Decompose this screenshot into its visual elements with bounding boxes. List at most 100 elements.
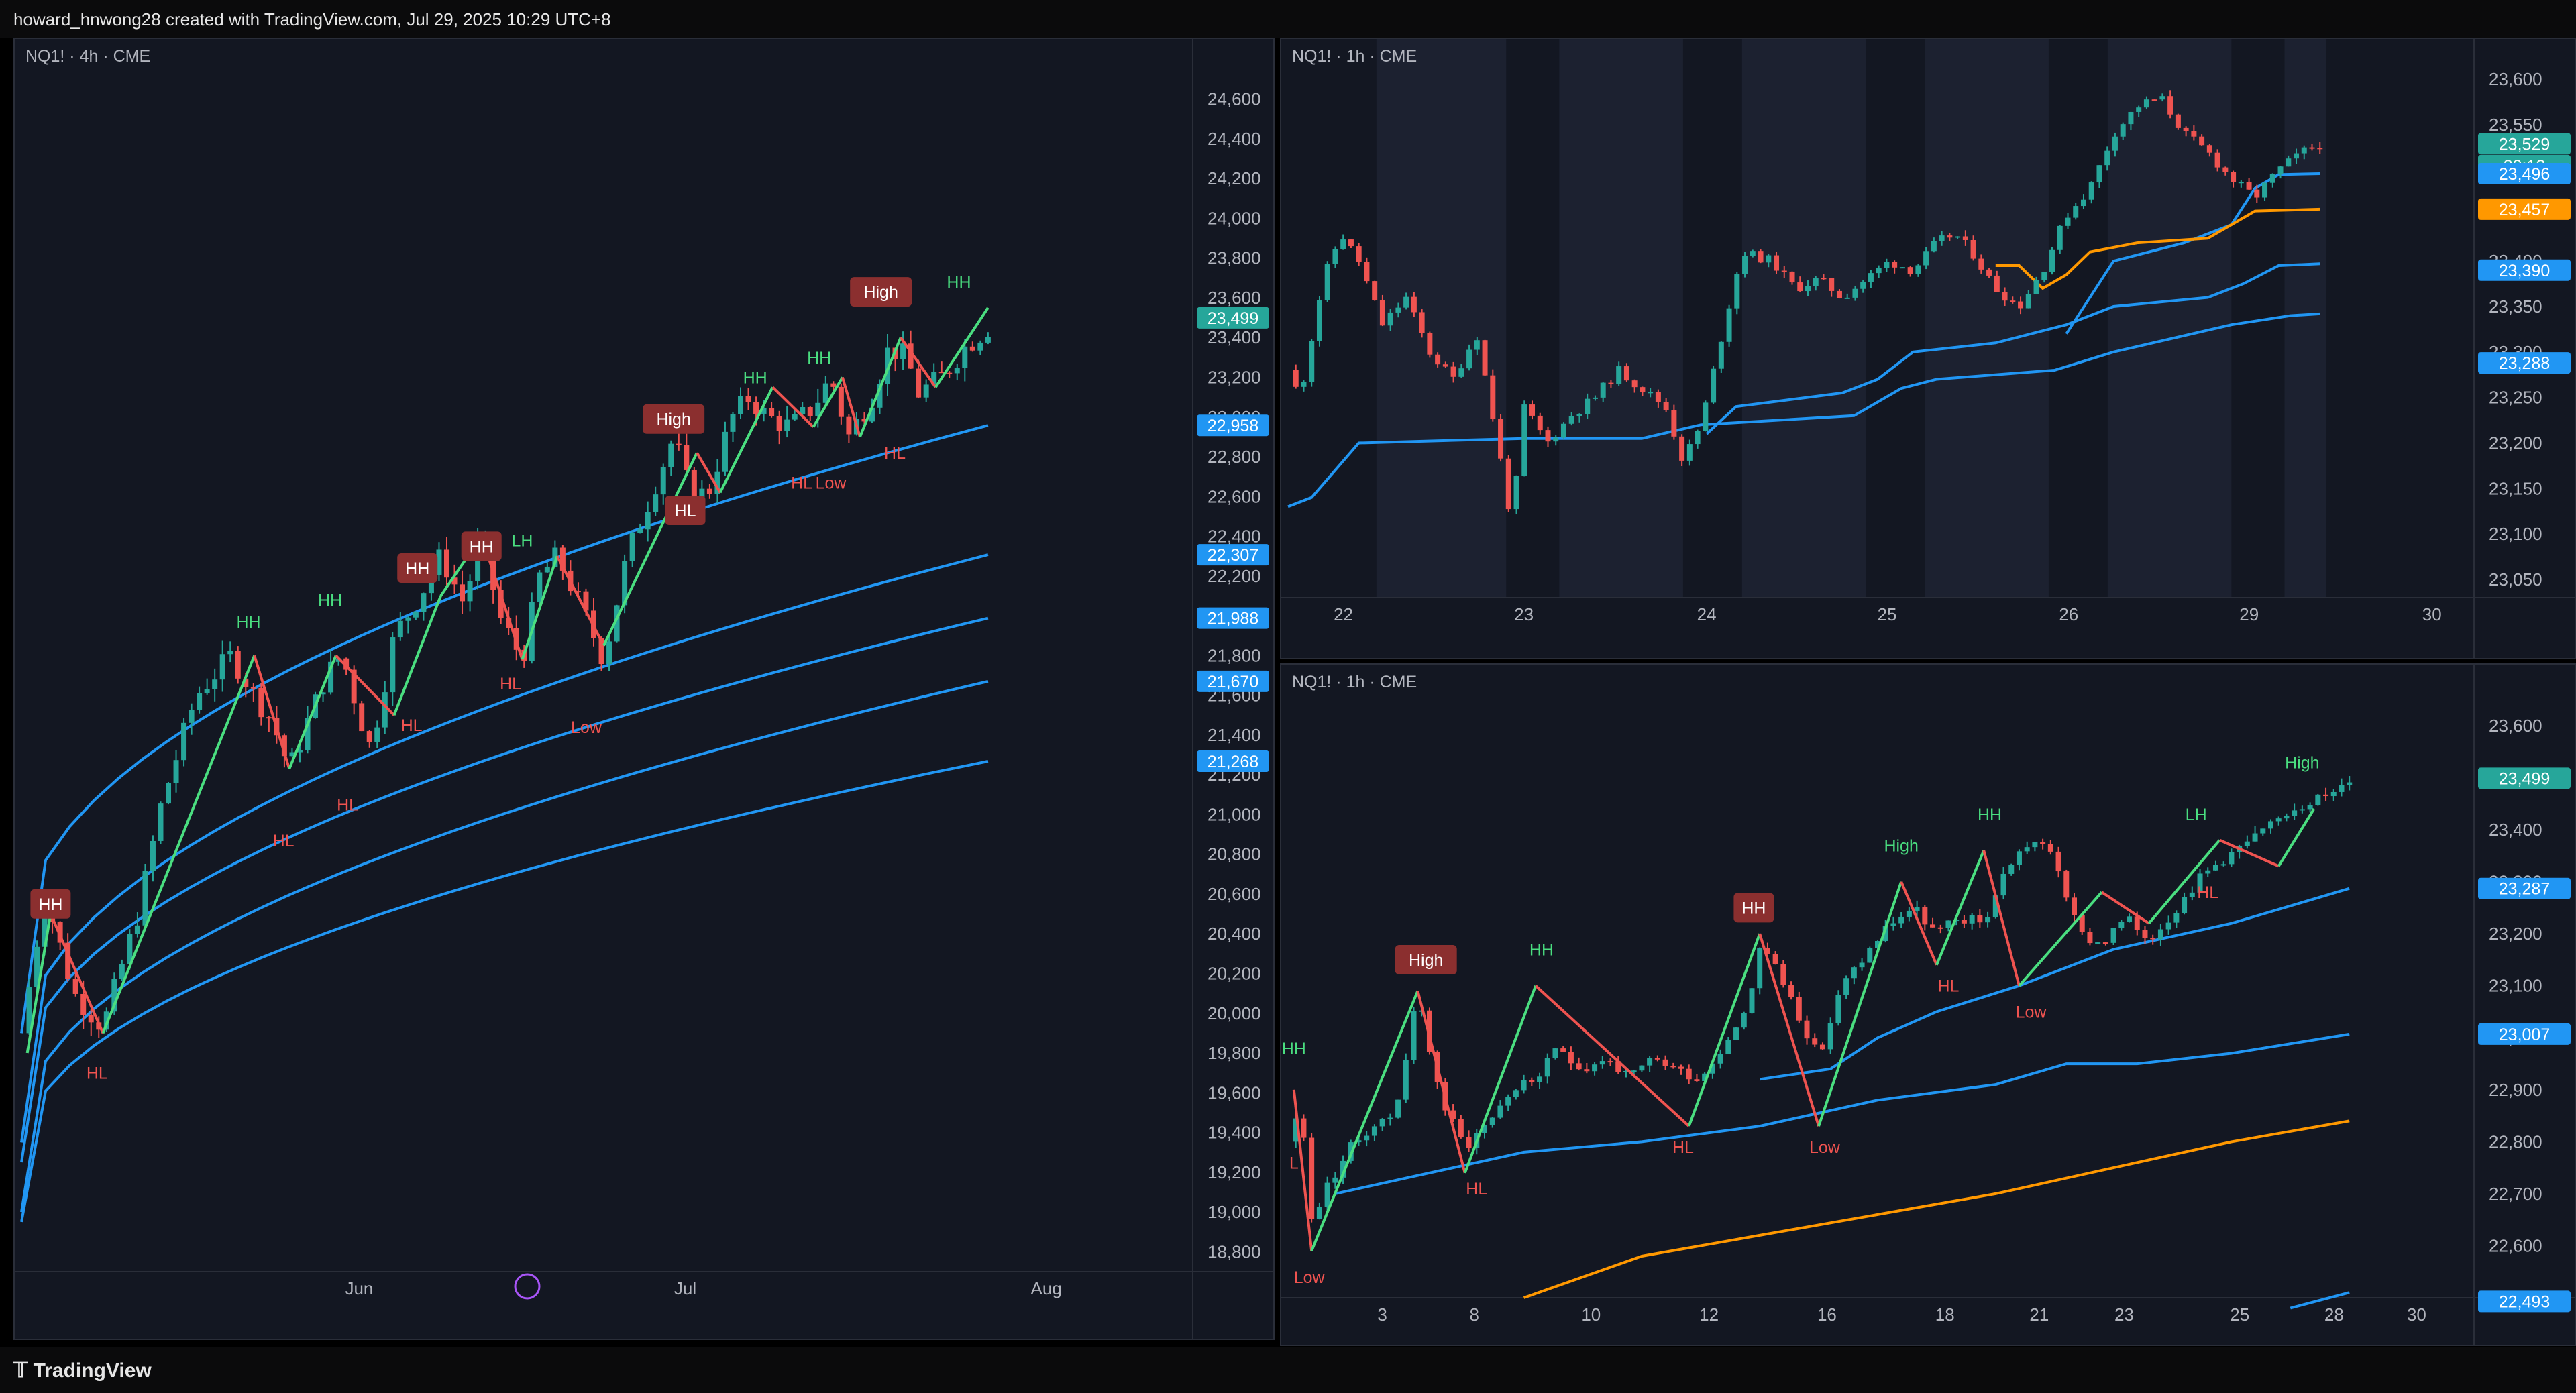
candle-body <box>490 539 496 590</box>
chart-1h-top-svg[interactable]: 23,60023,55023,40023,35023,30023,25023,2… <box>1281 39 2576 659</box>
candle-body <box>2222 167 2229 172</box>
candle-body <box>2165 922 2171 930</box>
candle-body <box>382 692 388 728</box>
zigzag-segment <box>1463 985 1538 1174</box>
candle-body <box>2033 280 2039 294</box>
zigzag-segment <box>1416 990 1466 1174</box>
candle-body <box>1884 262 1890 268</box>
candle-body <box>2010 300 2016 302</box>
chart-panel-1h-top[interactable]: 23,60023,55023,40023,35023,30023,25023,2… <box>1280 38 2576 659</box>
chart-panel-4h[interactable]: 24,600 24,400 24,200 24,000 23,800 23,600 23,4… <box>13 38 1275 1340</box>
candle-body <box>1521 1080 1527 1091</box>
candle-body <box>985 337 991 343</box>
candle-body <box>1356 1140 1362 1143</box>
price-tick-label: 23,400 <box>1208 327 1261 347</box>
pivot-badge-label: High <box>863 283 898 302</box>
candle-body <box>2073 206 2079 218</box>
candle-body <box>2262 182 2268 198</box>
candle-body <box>2136 107 2142 112</box>
candle-body <box>962 346 968 368</box>
candle-body <box>1474 340 1480 350</box>
candle-body <box>258 687 264 718</box>
candle-body <box>1332 249 1338 264</box>
candle-body <box>969 346 975 351</box>
candle-body <box>1703 402 1709 431</box>
price-tag-bg <box>1197 750 1269 773</box>
candle-body <box>1709 1063 1715 1074</box>
zigzag-segment <box>1687 933 1762 1127</box>
candle-body <box>2150 938 2156 940</box>
price-tag-label: 23,007 <box>2499 1025 2550 1044</box>
chart-title: NQ1! · 1h · CME <box>1292 47 1417 66</box>
chart-1h-bottom-svg[interactable]: 23,60023,50023,40023,30023,20023,10023,0… <box>1281 665 2576 1346</box>
candle-body <box>877 384 883 408</box>
candle-body <box>1466 1137 1472 1148</box>
candle-body <box>1741 1013 1747 1028</box>
moving-average-line <box>20 679 989 1213</box>
candle-body <box>1301 1118 1307 1138</box>
time-tick-label: 18 <box>1935 1304 1955 1325</box>
candle-body <box>1670 1066 1676 1068</box>
candle-body <box>1844 297 1850 299</box>
pivot-badge-bg <box>461 531 502 561</box>
candle-body <box>2323 794 2329 797</box>
pivot-label: HL <box>1672 1138 1694 1157</box>
price-tick-label: 22,600 <box>2489 1235 2542 1256</box>
candle-body <box>1654 1058 1660 1060</box>
price-tag-bg <box>1197 607 1269 629</box>
price-tick-label: 23,350 <box>2489 296 2542 317</box>
candle-body <box>1655 392 1661 402</box>
chart-4h-svg[interactable]: 24,60024,40024,20024,00023,80023,60023,4… <box>15 39 1275 1340</box>
pivot-label: HL <box>337 796 358 815</box>
price-tag-bg <box>2478 767 2571 789</box>
candle-body <box>575 591 581 593</box>
price-tag-bg <box>1197 414 1269 437</box>
zigzag-segment <box>1534 985 1690 1127</box>
pivot-badge: HH <box>461 531 502 561</box>
candle-body <box>1717 1054 1723 1064</box>
candle-body <box>460 584 466 602</box>
candle-body <box>1544 1058 1550 1077</box>
candle-body <box>1648 392 1654 394</box>
candle-body <box>1781 270 1787 272</box>
candle-body <box>1379 1119 1385 1127</box>
candle-body <box>1890 923 1896 926</box>
candle-body <box>977 342 983 351</box>
candle-body <box>645 512 651 530</box>
candle-body <box>405 617 411 621</box>
chart-panel-1h-bottom[interactable]: 23,60023,50023,40023,30023,20023,10023,0… <box>1280 663 2576 1346</box>
candle-body <box>1992 895 1998 917</box>
candle-body <box>552 547 558 567</box>
candle-body <box>1804 1020 1810 1039</box>
price-tick-label: 24,200 <box>1208 168 1261 188</box>
candle-body <box>1458 1119 1464 1137</box>
replay-icon <box>514 1273 541 1300</box>
candle-body <box>158 803 164 841</box>
candle-body <box>1772 954 1778 964</box>
candle-body <box>916 368 922 398</box>
price-tick-label: 20,400 <box>1208 924 1261 944</box>
candle-body <box>2024 847 2030 852</box>
candle-body <box>830 383 837 387</box>
pivot-label: HL <box>273 832 294 850</box>
candle-body <box>1937 927 1943 929</box>
candle-body <box>359 703 365 732</box>
time-tick-label: 23 <box>1514 604 1534 624</box>
candle-body <box>1639 1065 1645 1071</box>
candle-body <box>1750 251 1756 256</box>
candle-body <box>1576 1063 1582 1070</box>
pivot-badge-label: High <box>656 410 690 429</box>
candle-body <box>1615 1061 1621 1072</box>
candle-body <box>2142 930 2148 938</box>
pivot-badge-label: HH <box>405 559 429 578</box>
candle-body <box>1986 269 1992 276</box>
candle-body <box>343 658 350 670</box>
candle-body <box>822 383 828 403</box>
price-tag-label: 23,499 <box>2499 769 2550 788</box>
candle-body <box>1788 985 1794 997</box>
candle-body <box>2079 915 2085 932</box>
candle-body <box>1829 278 1835 291</box>
pivot-label: LH <box>2186 805 2207 824</box>
price-tick-label: 21,000 <box>1208 804 1261 824</box>
candle-body <box>2057 225 2063 250</box>
